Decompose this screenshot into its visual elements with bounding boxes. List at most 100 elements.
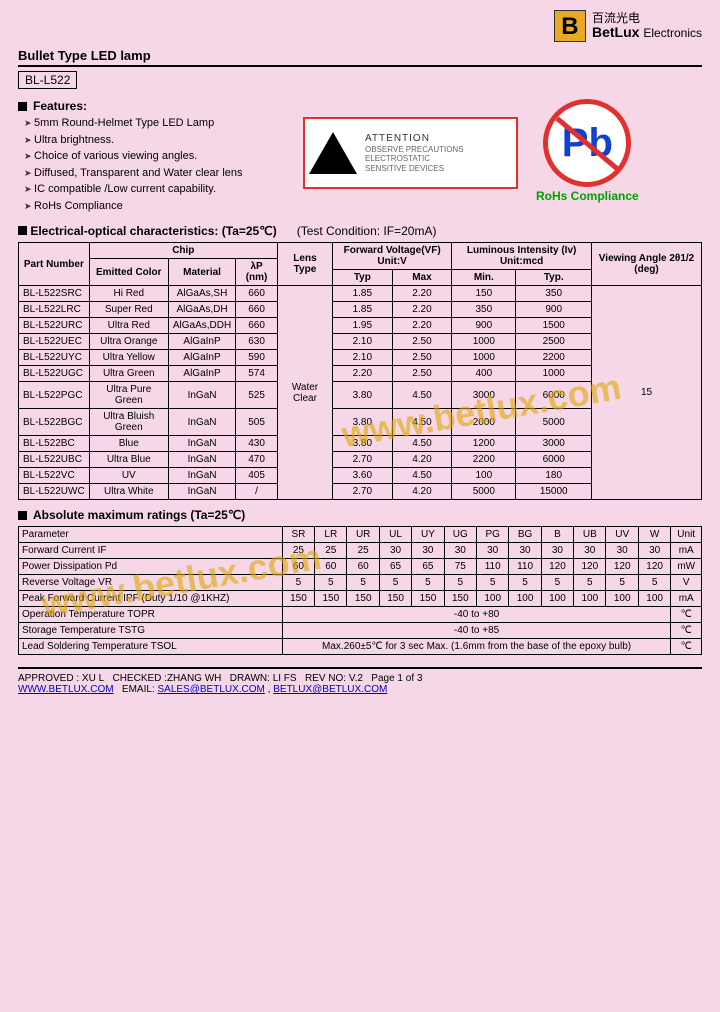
td-unit: mA (671, 591, 702, 607)
th-col: UB (574, 527, 606, 543)
footer-link-www[interactable]: WWW.BETLUX.COM (18, 684, 114, 695)
td-vft: 2.20 (333, 366, 393, 382)
td-vfm: 4.50 (392, 382, 452, 409)
td-param: Power Dissipation Pd (19, 559, 283, 575)
td-unit: ℃ (671, 639, 702, 655)
features-section: Features: 5mm Round-Helmet Type LED Lamp… (18, 99, 702, 214)
td-vft: 3.60 (333, 468, 393, 484)
td-val: 150 (347, 591, 379, 607)
brand-en: BetLux Electronics (592, 25, 702, 40)
th-col: SR (282, 527, 314, 543)
footer-rev: REV NO: V.2 (305, 673, 363, 684)
esd-triangle-icon (309, 132, 357, 174)
eoc-header: Electrical-optical characteristics: (Ta=… (18, 224, 702, 238)
td-val: 30 (574, 543, 606, 559)
td-val: 30 (638, 543, 671, 559)
td-color: UV (89, 468, 168, 484)
td-unit: V (671, 575, 702, 591)
td-ivmin: 1200 (452, 436, 516, 452)
brand-text: 百流光电 BetLux Electronics (592, 12, 702, 41)
td-vfm: 2.20 (392, 302, 452, 318)
td-ivmin: 150 (452, 286, 516, 302)
td-wl: 470 (236, 452, 278, 468)
td-val: 60 (315, 559, 347, 575)
td-param: Lead Soldering Temperature TSOL (19, 639, 283, 655)
td-color: Ultra Red (89, 318, 168, 334)
td-mat: InGaN (168, 468, 235, 484)
td-pn: BL-L522LRC (19, 302, 90, 318)
table-row: Forward Current IF2525253030303030303030… (19, 543, 702, 559)
th-part-number: Part Number (19, 243, 90, 286)
eoc-condition: (Test Condition: IF=20mA) (297, 224, 437, 238)
td-ivtyp: 350 (516, 286, 592, 302)
td-pn: BL-L522URC (19, 318, 90, 334)
th-col: W (638, 527, 671, 543)
td-val: 100 (509, 591, 541, 607)
td-color: Ultra Green (89, 366, 168, 382)
characteristics-table: Part Number Chip Lens Type Forward Volta… (18, 242, 702, 500)
td-val: 5 (412, 575, 444, 591)
td-color: Ultra Bluish Green (89, 409, 168, 436)
td-ivtyp: 5000 (516, 409, 592, 436)
footer-approved: APPROVED : XU L (18, 673, 104, 684)
td-param: Forward Current IF (19, 543, 283, 559)
bullet-square-icon (18, 511, 27, 520)
abs-title: Absolute maximum ratings (Ta=25℃) (33, 508, 245, 522)
product-title: Bullet Type LED lamp (18, 48, 702, 63)
td-val: 5 (282, 575, 314, 591)
table-row: Power Dissipation Pd60606065657511011012… (19, 559, 702, 575)
th-col: UL (379, 527, 411, 543)
esd-title: ATTENTION (365, 133, 464, 145)
table-row: BL-L522SRC Hi Red AlGaAs,SH 660Water Cle… (19, 286, 702, 302)
td-vfm: 4.50 (392, 409, 452, 436)
td-pn: BL-L522SRC (19, 286, 90, 302)
footer-link-email2[interactable]: BETLUX@BETLUX.COM (273, 684, 387, 695)
brand-en-main: BetLux (592, 24, 639, 40)
td-wl: 430 (236, 436, 278, 452)
th-lens: Lens Type (277, 243, 332, 286)
td-param: Peak Forward Current IPF (Duty 1/10 @1KH… (19, 591, 283, 607)
td-range: -40 to +80 (282, 607, 671, 623)
td-unit: ℃ (671, 623, 702, 639)
td-color: Blue (89, 436, 168, 452)
td-wl: 630 (236, 334, 278, 350)
td-pn: BL-L522VC (19, 468, 90, 484)
footer-drawn: DRAWN: LI FS (230, 673, 297, 684)
td-val: 65 (412, 559, 444, 575)
th-angle: Viewing Angle 2θ1/2 (deg) (592, 243, 702, 286)
td-val: 5 (444, 575, 476, 591)
td-vfm: 4.20 (392, 484, 452, 500)
td-pn: BL-L522UEC (19, 334, 90, 350)
eoc-title: Electrical-optical characteristics: (Ta=… (30, 224, 276, 238)
td-pn: BL-L522PGC (19, 382, 90, 409)
td-ivmin: 2200 (452, 452, 516, 468)
td-val: 100 (541, 591, 573, 607)
footer-link-email1[interactable]: SALES@BETLUX.COM (157, 684, 264, 695)
td-val: 120 (606, 559, 638, 575)
td-angle: 15 (592, 286, 702, 500)
td-range: Max.260±5℃ for 3 sec Max. (1.6mm from th… (282, 639, 671, 655)
td-val: 150 (412, 591, 444, 607)
footer: APPROVED : XU L CHECKED :ZHANG WH DRAWN:… (18, 667, 702, 695)
td-mat: InGaN (168, 382, 235, 409)
td-ivtyp: 2200 (516, 350, 592, 366)
bullet-square-icon (18, 102, 27, 111)
td-val: 65 (379, 559, 411, 575)
td-pn: BL-L522BGC (19, 409, 90, 436)
th-parameter: Parameter (19, 527, 283, 543)
td-pn: BL-L522UBC (19, 452, 90, 468)
th-col: UG (444, 527, 476, 543)
td-mat: AlGaInP (168, 350, 235, 366)
td-val: 110 (509, 559, 541, 575)
td-ivmin: 1000 (452, 334, 516, 350)
td-param: Operation Temperature TOPR (19, 607, 283, 623)
td-color: Ultra Yellow (89, 350, 168, 366)
td-ivtyp: 15000 (516, 484, 592, 500)
td-vft: 1.95 (333, 318, 393, 334)
td-unit: ℃ (671, 607, 702, 623)
td-val: 60 (282, 559, 314, 575)
table-row: Peak Forward Current IPF (Duty 1/10 @1KH… (19, 591, 702, 607)
th-material: Material (168, 259, 235, 286)
abs-header: Absolute maximum ratings (Ta=25℃) (18, 508, 702, 522)
td-val: 30 (509, 543, 541, 559)
